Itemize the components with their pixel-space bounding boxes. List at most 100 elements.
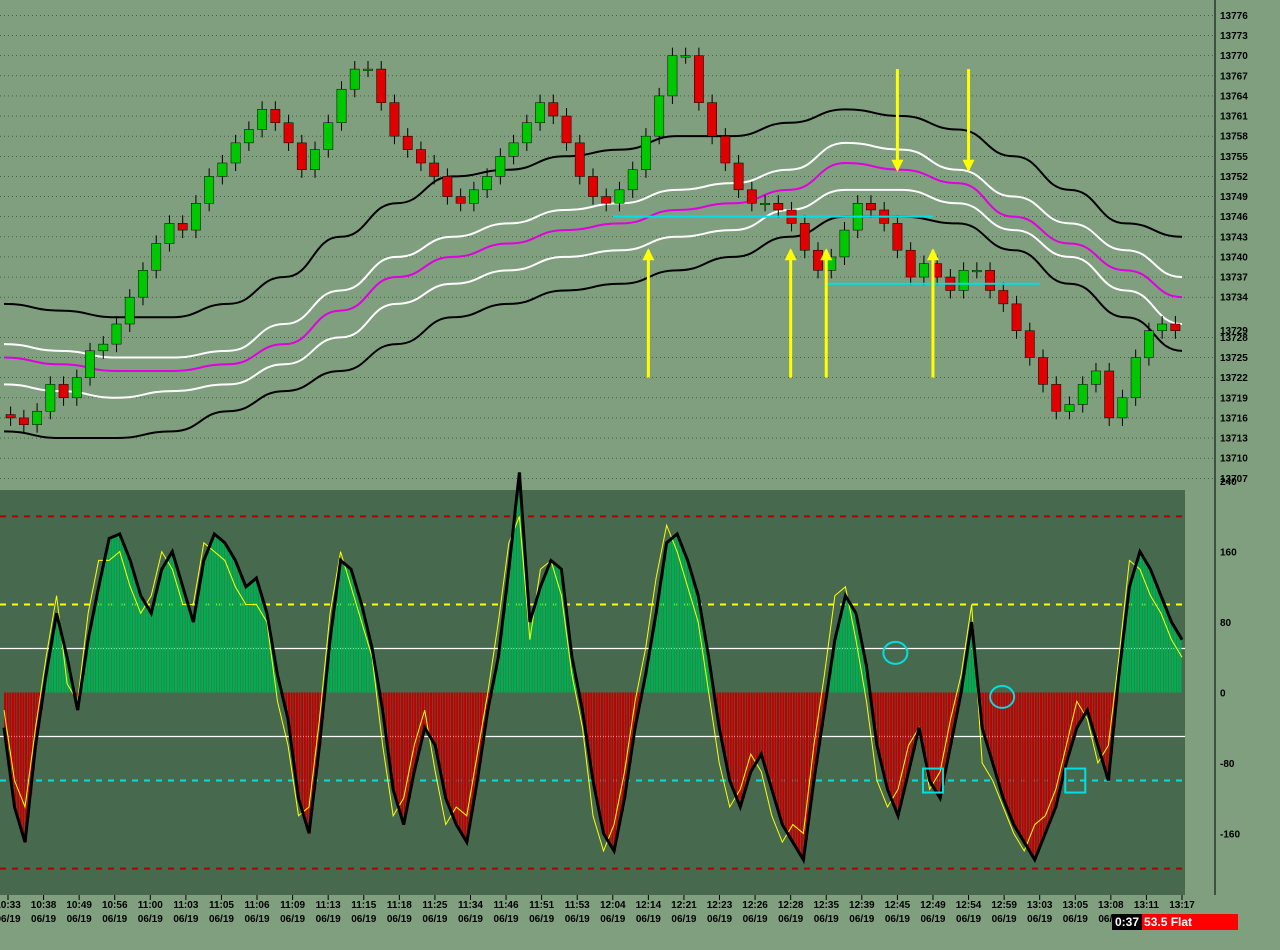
- time-label: 13:03: [1027, 900, 1053, 911]
- oscillator-bar: [763, 692, 766, 763]
- date-label: 06/19: [814, 914, 839, 925]
- candle: [680, 47, 691, 64]
- oscillator-bar: [663, 560, 667, 693]
- date-label: 06/19: [494, 914, 519, 925]
- candle: [429, 154, 440, 185]
- oscillator-bar: [145, 604, 149, 693]
- oscillator-bar: [427, 692, 430, 733]
- oscillator-bar: [245, 586, 248, 693]
- oscillator-bar: [653, 628, 656, 693]
- highlight-square: [921, 767, 944, 794]
- time-label: 11:53: [565, 900, 590, 911]
- oscillator-tick-label: 160: [1220, 548, 1237, 559]
- candle: [191, 195, 201, 239]
- price-tick-label: 13719: [1220, 393, 1248, 404]
- candle: [270, 101, 281, 131]
- candle-body: [1170, 323, 1181, 331]
- oscillator-bar: [966, 657, 969, 693]
- oscillator-bar: [59, 624, 62, 693]
- oscillator-bar: [792, 692, 795, 843]
- oscillator-bar: [798, 692, 801, 851]
- candle: [614, 181, 625, 212]
- oscillator-bar: [606, 692, 609, 838]
- candle: [349, 61, 360, 98]
- oscillator-bar: [616, 692, 619, 838]
- oscillator-bar: [727, 692, 730, 768]
- oscillator-bar: [96, 600, 99, 693]
- candle: [217, 154, 228, 185]
- candle-body: [429, 162, 440, 177]
- date-label: 06/19: [956, 914, 981, 925]
- oscillator-bar: [808, 692, 811, 821]
- candle-body: [614, 189, 625, 204]
- candle: [574, 134, 585, 185]
- oscillator-bar: [963, 674, 966, 693]
- oscillator-bar: [945, 692, 948, 772]
- oscillator-bar: [238, 567, 241, 693]
- oscillator-bar: [419, 692, 422, 750]
- highlight-circle: [882, 640, 909, 665]
- oscillator-bar: [543, 580, 546, 693]
- oscillator-bar: [85, 657, 88, 693]
- oscillator-bar: [93, 613, 96, 693]
- oscillator-bar: [464, 692, 467, 838]
- candle-body: [508, 142, 519, 157]
- oscillator-bar: [1105, 692, 1108, 772]
- highlight-square: [1064, 767, 1087, 794]
- candle: [667, 47, 678, 104]
- oscillator-bar: [474, 692, 477, 796]
- oscillator-bar: [435, 692, 438, 746]
- oscillator-bar: [790, 692, 793, 838]
- candle-body: [1117, 397, 1128, 419]
- oscillator-bar: [1037, 692, 1040, 854]
- candle-body: [1091, 370, 1101, 385]
- candle-body: [521, 122, 532, 144]
- oscillator-bar: [529, 622, 532, 693]
- candle: [588, 168, 598, 205]
- oscillator-bar: [1134, 569, 1137, 693]
- oscillator-bar: [385, 692, 388, 730]
- oscillator-bar: [285, 692, 288, 708]
- candle: [336, 81, 347, 131]
- signal-arrows: [642, 69, 975, 378]
- candle-body: [455, 196, 466, 204]
- oscillator-bar: [393, 692, 396, 790]
- candle-body: [1064, 404, 1075, 412]
- oscillator-bar: [969, 639, 972, 693]
- oscillator-bar: [414, 692, 417, 772]
- candle-body: [733, 162, 744, 191]
- oscillator-bar: [1155, 582, 1158, 693]
- oscillator-bar: [1145, 560, 1148, 693]
- oscillator-bar: [753, 692, 756, 768]
- candle: [760, 195, 770, 212]
- oscillator-bar: [706, 641, 709, 693]
- highlight-circle: [989, 684, 1016, 709]
- candle: [402, 128, 413, 158]
- candle: [813, 242, 823, 279]
- oscillator-bar: [955, 692, 958, 719]
- oscillator-bar: [890, 692, 893, 796]
- oscillator-bar: [495, 670, 498, 693]
- time-label: 12:45: [885, 900, 911, 911]
- candles[interactable]: [5, 47, 1181, 433]
- time-label: 11:15: [351, 900, 376, 911]
- oscillator-bar: [758, 692, 761, 759]
- price-tick-label: 13737: [1220, 273, 1248, 284]
- oscillator-bar: [669, 540, 672, 693]
- time-label: 11:34: [458, 900, 483, 911]
- oscillator-bar: [658, 595, 661, 693]
- candle: [363, 61, 373, 78]
- oscillator-bar: [769, 692, 772, 781]
- oscillator-bar: [366, 626, 369, 693]
- oscillator-bar: [779, 692, 782, 816]
- oscillator-bar: [1100, 692, 1103, 755]
- time-label: 12:21: [671, 900, 697, 911]
- oscillator-bar: [721, 692, 724, 741]
- oscillator-bar: [1074, 692, 1077, 737]
- oscillator-bar: [571, 657, 574, 693]
- oscillator-bar: [561, 569, 564, 693]
- time-label: 10:49: [66, 900, 92, 911]
- oscillator-bar: [685, 553, 688, 693]
- date-label: 06/19: [849, 914, 874, 925]
